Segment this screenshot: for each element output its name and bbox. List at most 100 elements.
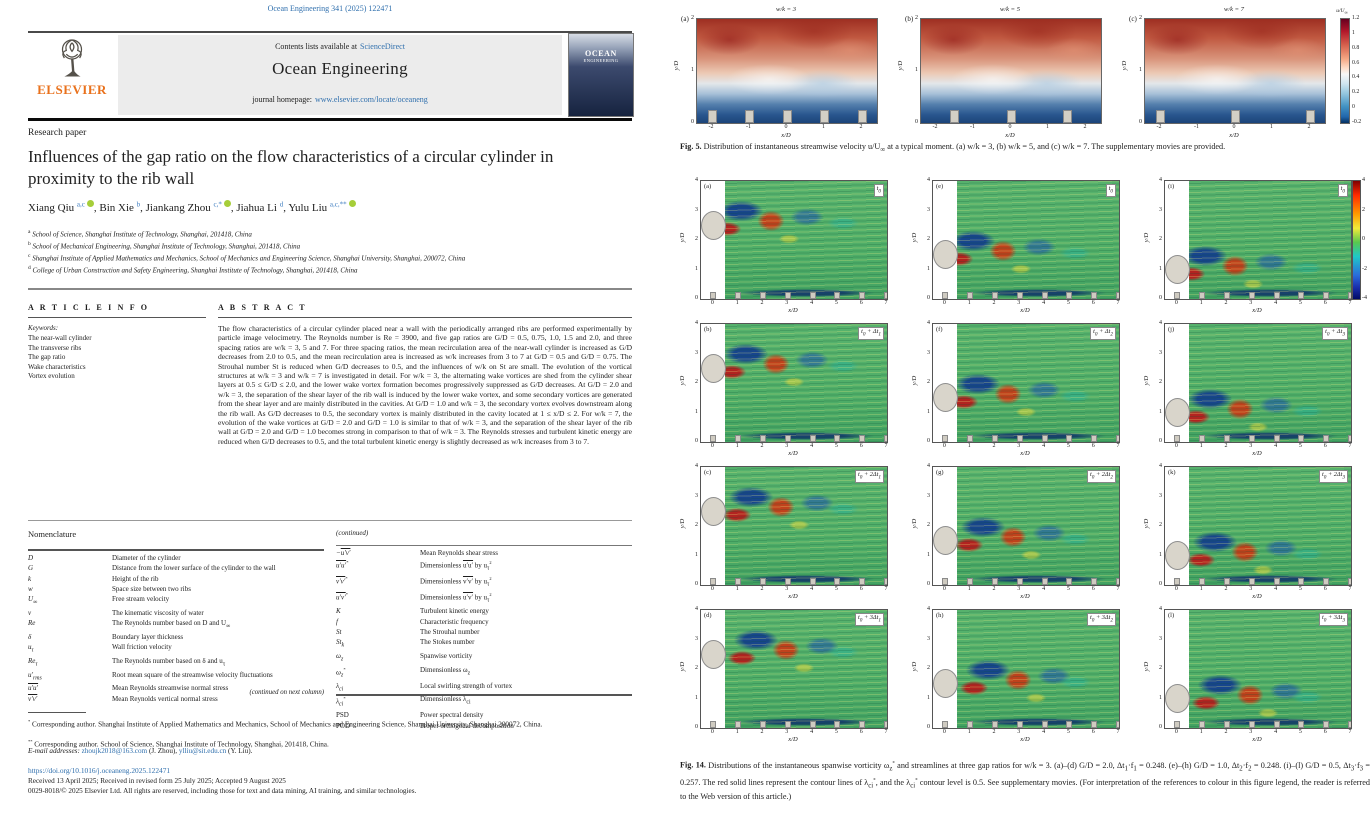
sciencedirect-link[interactable]: ScienceDirect: [360, 42, 405, 51]
x-tick-label: 4: [810, 443, 814, 449]
vorticity-blob: [1287, 545, 1327, 562]
vorticity-blob: [1250, 563, 1276, 576]
orcid-icon[interactable]: [86, 200, 94, 207]
fig14-panel-j: (j) t0 + Δt3 4 3 2 1 0 y/D 0 1 2 3 4 5 6 7 x/D: [1143, 320, 1352, 463]
x-tick-label: 6: [1323, 300, 1327, 306]
rib: [820, 110, 829, 123]
rib: [1199, 721, 1206, 728]
x-tick-label: 4: [810, 586, 814, 592]
x-tick-label: 5: [834, 586, 838, 592]
rib: [834, 578, 841, 585]
vorticity-blob: [823, 644, 863, 661]
fig5-panel-title: w/k = 7: [1224, 6, 1244, 13]
email-label: E-mail addresses:: [28, 747, 80, 755]
nomenclature-description: Height of the rib: [112, 574, 159, 583]
y-tick-label: 4: [695, 606, 698, 612]
fig5-caption: Fig. 5. Distribution of instantaneous st…: [680, 142, 1370, 156]
vorticity-blob: [1055, 244, 1095, 261]
x-tick-label: 2: [760, 443, 764, 449]
x-tick-label: 6: [1323, 443, 1327, 449]
footnote-2-text: Corresponding author. School of Science,…: [34, 740, 329, 749]
x-tick-label: 6: [859, 586, 863, 592]
orcid-icon[interactable]: [223, 200, 231, 207]
homepage-link[interactable]: www.elsevier.com/locate/oceaneng: [315, 95, 428, 104]
fig14-panel-f: (f) t0 + Δt2 4 3 2 1 0 y/D 0 1 2 3 4 5 6 7 x/D: [911, 320, 1120, 463]
x-axis-label: x/D: [1252, 593, 1262, 600]
email-addresses-line: E-mail addresses: zhoujk2018@163.com (J.…: [28, 747, 632, 755]
rib: [1273, 578, 1280, 585]
vorticity-blob: [952, 431, 1119, 441]
fig14-panel-g: (g) t0 + 2Δt2 4 3 2 1 0 y/D 0 1 2 3 4 5 6 7 x/D: [911, 463, 1120, 606]
nomenclature-row: u′u′* Dimensionless u′u′ by uτ2: [336, 558, 632, 574]
cylinder-mask-strip: [701, 467, 725, 585]
fig14-colorbar-tick: -4: [1362, 295, 1367, 301]
rib: [1066, 435, 1073, 442]
doi-link[interactable]: https://doi.org/10.1016/j.oceaneng.2025.…: [28, 766, 171, 775]
x-tick-label: 0: [942, 443, 946, 449]
rib: [809, 292, 816, 299]
email-link[interactable]: ylliu@sit.edu.cn: [178, 747, 227, 755]
journal-header-band: Contents lists available at ScienceDirect…: [118, 35, 562, 115]
orcid-icon[interactable]: [348, 200, 356, 207]
cylinder: [1165, 541, 1190, 570]
y-axis-label: y/D: [1143, 232, 1151, 243]
y-tick-label: 3: [695, 635, 698, 642]
fig14-colorbar-tick: -2: [1362, 265, 1367, 272]
x-tick-label: 0: [942, 729, 946, 735]
fig14-time-label: t0 + 3Δt2: [1087, 613, 1116, 626]
journal-cover-thumbnail[interactable]: OCEAN ENGINEERING: [568, 33, 634, 117]
x-tick-label: 7: [884, 729, 888, 735]
rib: [967, 721, 974, 728]
vorticity-blob: [1287, 402, 1327, 419]
nomenclature-right-table: −u′v′ Mean Reynolds shear stress u′u′* Dime…: [336, 548, 632, 731]
fig5-panel-title: w/k = 5: [1000, 6, 1020, 13]
rib: [859, 435, 866, 442]
fig14-vorticity-plot: (k) t0 + 2Δt3: [1164, 466, 1352, 586]
cylinder: [1165, 684, 1190, 713]
rib: [1273, 435, 1280, 442]
y-tick-label: 0: [1159, 581, 1162, 587]
rib: [1323, 721, 1330, 728]
nomenclature-description: The Stokes number: [420, 638, 475, 647]
rib: [857, 110, 867, 123]
rib: [1298, 721, 1305, 728]
journal-reference[interactable]: Ocean Engineering 341 (2025) 122471: [267, 4, 393, 13]
y-tick-label: 2: [1159, 236, 1162, 242]
figure-14: (a) t0 4 3 2 1 0 y/D 0 1 2 3 4 5 6 7 x/D (b) t0 + Δt1 4 3 2 1 0…: [679, 177, 1370, 756]
cylinder: [933, 669, 958, 699]
x-tick-label: 2: [1224, 300, 1228, 306]
y-tick-label: 3: [927, 349, 930, 356]
fig14-panel-k: (k) t0 + 2Δt3 4 3 2 1 0 y/D 0 1 2 3 4 5 6 7 x/D: [1143, 463, 1352, 606]
y-tick-label: 1: [927, 694, 930, 701]
vorticity-blob: [786, 206, 828, 229]
nomenclature-description: Dimensionless λci: [420, 695, 471, 706]
rib: [707, 110, 717, 123]
fig14-panel-label: (j): [1167, 326, 1176, 335]
rib: [1305, 110, 1315, 123]
y-tick-label: 3: [927, 635, 930, 642]
fig5-colorbar-tick: 0.8: [1352, 44, 1360, 51]
vorticity-blob: [1260, 536, 1302, 559]
rib: [1273, 292, 1280, 299]
nomenclature-description: The Strouhal number: [420, 627, 480, 636]
x-tick-label: 2: [1083, 124, 1087, 130]
nomenclature-heading: Nomenclature: [28, 529, 77, 539]
nomenclature-symbol: POD: [336, 721, 351, 730]
x-tick-label: 3: [1017, 729, 1021, 735]
y-tick-label: 1: [695, 551, 698, 558]
x-tick-label: 6: [1323, 586, 1327, 592]
y-tick-label: 3: [927, 492, 930, 499]
rib: [809, 721, 816, 728]
elsevier-logo[interactable]: ELSEVIER: [28, 35, 116, 115]
rib: [1091, 435, 1098, 442]
fig5-colorbar-tick: 1.2: [1352, 15, 1360, 21]
nomenclature-left-rule: [28, 549, 324, 551]
email-link[interactable]: zhoujk2018@163.com: [81, 747, 148, 755]
rib: [735, 292, 742, 299]
vorticity-blob: [720, 431, 887, 441]
fig5-colorbar-tick: 1: [1352, 29, 1355, 36]
fig14-colorbar-tick: 4: [1362, 177, 1365, 183]
rib: [1323, 435, 1330, 442]
x-tick-label: 6: [859, 300, 863, 306]
rib: [745, 110, 754, 123]
